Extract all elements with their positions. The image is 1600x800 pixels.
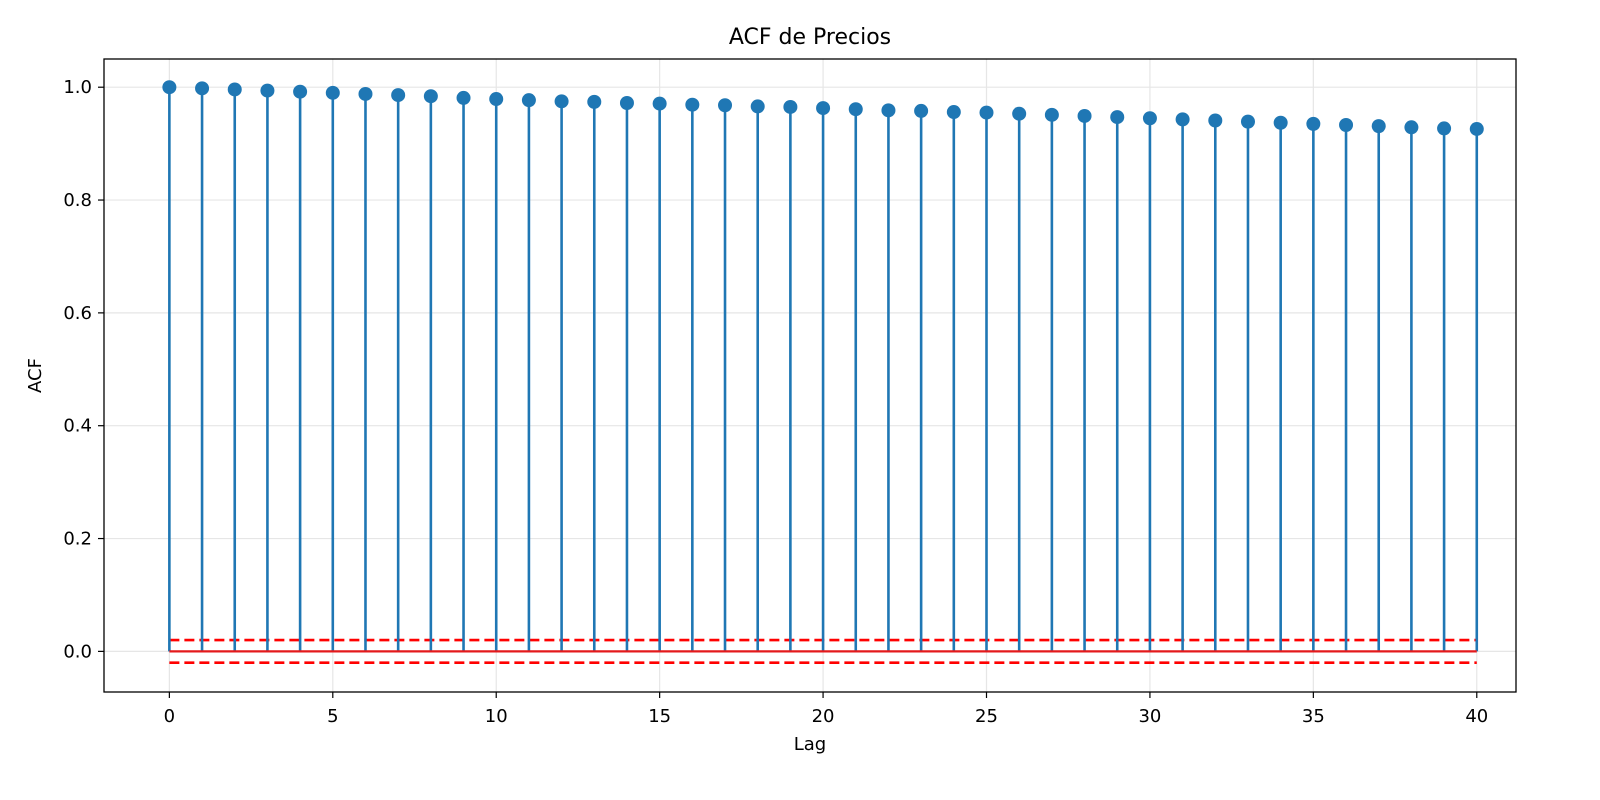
x-tick-label: 10 (485, 706, 508, 727)
stem-marker (391, 88, 406, 103)
stem-markers (162, 80, 1484, 136)
stem-marker (750, 99, 765, 114)
x-tick-label: 0 (164, 706, 175, 727)
stem-marker (1110, 110, 1125, 125)
stem-marker (1339, 118, 1354, 133)
y-tick-label: 1.0 (63, 77, 92, 98)
stem-marker (685, 97, 700, 112)
stem-marker (1404, 120, 1419, 135)
stem-series (168, 87, 1479, 653)
stem-marker (1044, 107, 1059, 122)
stem-marker (1012, 106, 1027, 121)
y-tick-label: 0.6 (63, 303, 92, 324)
stem-marker (1175, 112, 1190, 127)
stem-marker (554, 94, 569, 109)
stem-marker (1273, 115, 1288, 130)
stem-marker (652, 96, 667, 111)
stem-marker (423, 89, 438, 104)
stem-marker (816, 101, 831, 116)
stem-marker (489, 92, 504, 107)
y-axis-label: ACF (25, 358, 46, 393)
stem-marker (521, 93, 536, 108)
stem-marker (587, 94, 602, 109)
stem-marker (1469, 121, 1484, 136)
stem-marker (293, 84, 308, 99)
stem-marker (260, 83, 275, 98)
stem-marker (358, 86, 373, 101)
x-tick-label: 40 (1465, 706, 1488, 727)
stem-marker (325, 85, 340, 100)
stem-marker (881, 103, 896, 118)
y-tick-label: 0.2 (63, 529, 92, 550)
y-tick-label: 0.8 (63, 190, 92, 211)
y-tick-label: 0.4 (63, 416, 92, 437)
stem-marker (1208, 113, 1223, 128)
stem-marker (162, 80, 177, 95)
x-tick-label: 30 (1138, 706, 1161, 727)
stem-marker (227, 82, 242, 97)
plot-frame (103, 58, 1517, 693)
stem-marker (1240, 114, 1255, 129)
stem-marker (456, 90, 471, 105)
y-tick-label: 0.0 (63, 641, 92, 662)
stem-marker (914, 103, 929, 118)
x-axis-ticks: 0 5 10 15 20 25 30 35 40 (164, 692, 1488, 727)
stem-marker (619, 96, 634, 111)
stem-marker (1077, 108, 1092, 123)
x-tick-label: 25 (975, 706, 998, 727)
stem-marker (783, 99, 798, 114)
y-axis-ticks: 0.0 0.2 0.4 0.6 0.8 1.0 (63, 77, 104, 662)
stem-marker (1142, 111, 1157, 126)
x-axis-label: Lag (794, 734, 826, 755)
x-tick-label: 35 (1302, 706, 1325, 727)
x-tick-label: 20 (812, 706, 835, 727)
stem-marker (718, 98, 733, 113)
stem-marker (1371, 119, 1386, 134)
stem-marker (1437, 121, 1452, 136)
stem-marker (979, 105, 994, 120)
x-tick-label: 15 (648, 706, 671, 727)
stem-marker (848, 102, 863, 117)
stem-marker (946, 105, 961, 120)
stem-marker (1306, 116, 1321, 131)
stem-marker (195, 81, 210, 96)
chart-title: ACF de Precios (729, 25, 891, 50)
x-tick-label: 5 (327, 706, 338, 727)
